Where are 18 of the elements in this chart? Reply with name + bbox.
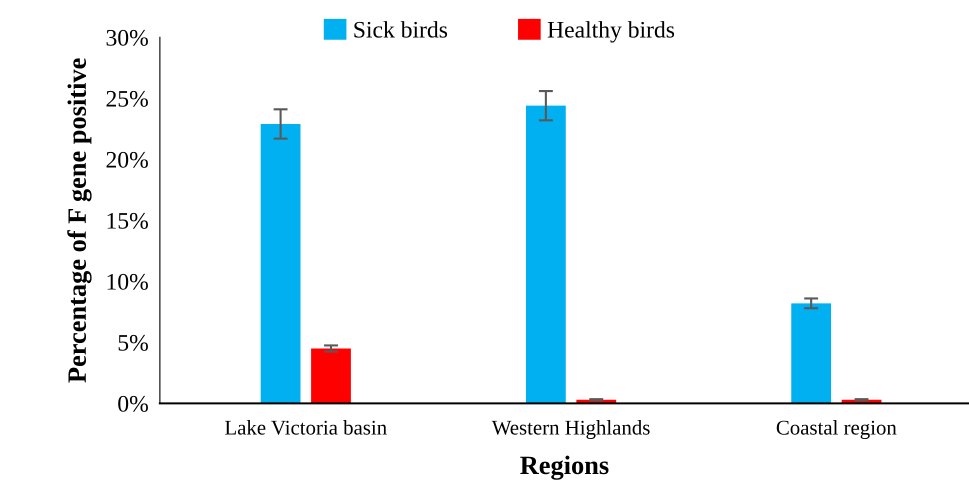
y-tick-label: 10% — [108, 274, 148, 290]
x-tick-label: Western Highlands — [492, 420, 650, 439]
legend-label: Sick birds — [354, 21, 448, 38]
x-axis-title: Regions — [520, 456, 609, 480]
legend-label: Healthy birds — [548, 21, 674, 43]
y-tick-label: 20% — [106, 152, 148, 168]
y-axis-title: Percentage of F gene positive — [67, 58, 92, 383]
x-tick-label: Lake Victoria basin — [225, 420, 387, 435]
y-tick-label: 0% — [118, 396, 148, 412]
y-tick-label: 25% — [106, 90, 148, 107]
y-tick-label: 15% — [108, 212, 148, 229]
y-tick-label: 30% — [106, 30, 148, 46]
bar — [526, 106, 566, 404]
x-tick-label: Coastal region — [776, 420, 896, 439]
bar — [791, 303, 832, 404]
bar — [311, 348, 351, 404]
bar — [260, 124, 300, 404]
y-tick-label: 5% — [118, 334, 148, 351]
